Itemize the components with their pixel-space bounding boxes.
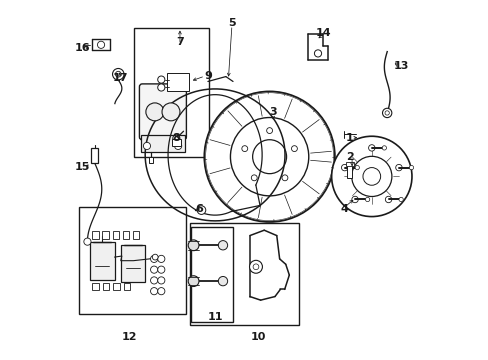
Bar bbox=[91, 148, 98, 163]
Circle shape bbox=[97, 41, 104, 48]
Text: 10: 10 bbox=[250, 332, 265, 342]
Bar bbox=[167, 73, 188, 91]
Circle shape bbox=[204, 91, 334, 222]
Text: 7: 7 bbox=[176, 37, 183, 47]
Circle shape bbox=[382, 146, 386, 150]
Text: 2: 2 bbox=[345, 152, 353, 162]
Text: 5: 5 bbox=[228, 18, 235, 28]
Circle shape bbox=[150, 255, 158, 262]
Bar bbox=[346, 165, 352, 178]
Circle shape bbox=[205, 93, 333, 221]
Bar bbox=[92, 231, 99, 239]
Bar bbox=[134, 28, 209, 157]
Text: 16: 16 bbox=[75, 43, 90, 53]
Text: 15: 15 bbox=[75, 162, 90, 172]
Bar bbox=[102, 231, 109, 239]
Circle shape bbox=[252, 140, 286, 174]
Bar bbox=[122, 231, 129, 239]
Text: 8: 8 bbox=[172, 133, 180, 143]
Circle shape bbox=[395, 165, 401, 171]
Circle shape bbox=[291, 146, 297, 152]
Text: 4: 4 bbox=[340, 204, 348, 214]
Circle shape bbox=[162, 103, 180, 121]
Text: 14: 14 bbox=[315, 28, 330, 38]
Circle shape bbox=[197, 206, 205, 215]
Circle shape bbox=[158, 84, 164, 91]
Circle shape bbox=[150, 277, 158, 284]
Text: 6: 6 bbox=[195, 204, 203, 215]
Circle shape bbox=[188, 240, 199, 251]
Circle shape bbox=[150, 266, 158, 273]
Circle shape bbox=[115, 71, 121, 77]
Bar bbox=[112, 231, 119, 239]
Circle shape bbox=[172, 135, 180, 142]
Circle shape bbox=[354, 166, 359, 170]
Bar bbox=[132, 231, 139, 239]
Text: 17: 17 bbox=[113, 73, 128, 83]
Circle shape bbox=[362, 167, 380, 185]
Circle shape bbox=[382, 108, 391, 118]
Circle shape bbox=[112, 68, 124, 80]
Circle shape bbox=[158, 255, 164, 262]
Circle shape bbox=[152, 254, 158, 260]
Circle shape bbox=[351, 156, 391, 197]
Bar bbox=[121, 244, 145, 282]
Circle shape bbox=[266, 128, 272, 134]
Circle shape bbox=[408, 166, 413, 170]
Bar bbox=[190, 223, 299, 325]
Circle shape bbox=[398, 197, 403, 202]
Circle shape bbox=[218, 276, 227, 286]
Circle shape bbox=[368, 145, 374, 151]
Circle shape bbox=[158, 76, 164, 83]
Circle shape bbox=[150, 288, 158, 295]
Circle shape bbox=[158, 277, 164, 284]
Text: 11: 11 bbox=[207, 312, 223, 322]
Bar bbox=[140, 135, 185, 152]
Circle shape bbox=[282, 175, 287, 181]
Circle shape bbox=[145, 103, 163, 121]
Circle shape bbox=[385, 196, 391, 203]
Circle shape bbox=[143, 142, 150, 149]
Circle shape bbox=[314, 50, 321, 57]
Circle shape bbox=[242, 146, 247, 152]
Circle shape bbox=[230, 117, 308, 196]
Bar bbox=[113, 283, 120, 291]
Circle shape bbox=[174, 142, 182, 149]
Text: 12: 12 bbox=[121, 332, 137, 342]
Circle shape bbox=[365, 197, 369, 202]
Text: 13: 13 bbox=[393, 61, 408, 71]
Circle shape bbox=[253, 264, 258, 270]
Circle shape bbox=[384, 111, 388, 115]
Circle shape bbox=[83, 238, 91, 245]
Circle shape bbox=[188, 276, 199, 287]
Text: 3: 3 bbox=[269, 107, 276, 117]
Bar bbox=[191, 227, 232, 322]
Text: 1: 1 bbox=[345, 133, 353, 143]
Text: 9: 9 bbox=[203, 71, 211, 81]
Circle shape bbox=[341, 165, 347, 171]
Circle shape bbox=[251, 175, 257, 181]
Bar bbox=[149, 157, 153, 163]
Circle shape bbox=[218, 240, 227, 250]
Bar bbox=[172, 139, 180, 146]
Bar bbox=[89, 242, 115, 280]
Bar bbox=[102, 283, 109, 291]
Circle shape bbox=[158, 266, 164, 273]
Bar bbox=[79, 207, 186, 315]
Bar bbox=[123, 283, 130, 291]
Circle shape bbox=[249, 260, 262, 273]
Bar bbox=[92, 283, 99, 291]
FancyBboxPatch shape bbox=[139, 84, 186, 140]
Circle shape bbox=[331, 136, 411, 217]
Circle shape bbox=[158, 288, 164, 295]
Bar bbox=[345, 162, 353, 166]
Circle shape bbox=[351, 196, 358, 203]
